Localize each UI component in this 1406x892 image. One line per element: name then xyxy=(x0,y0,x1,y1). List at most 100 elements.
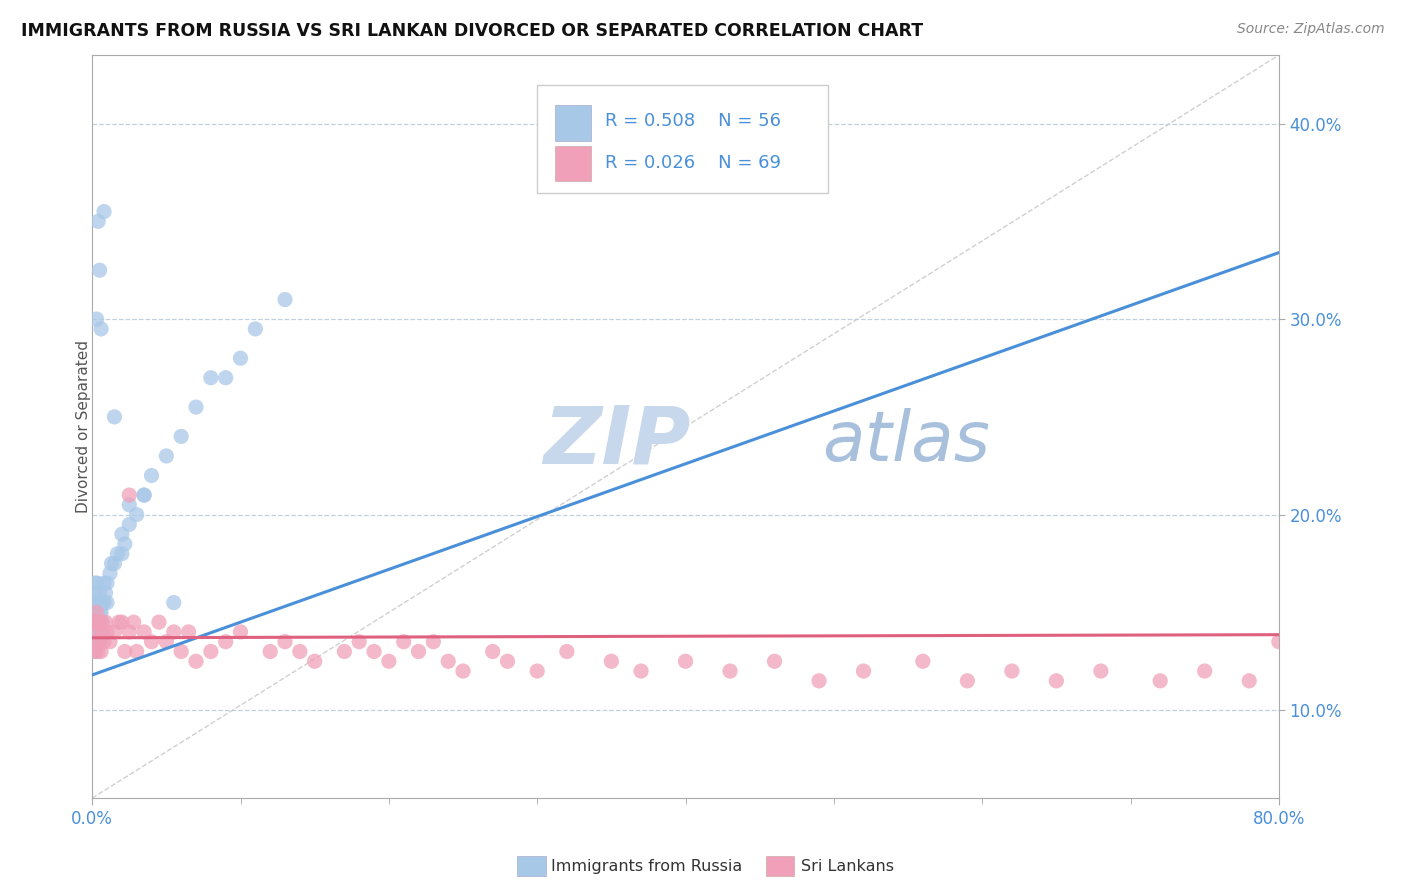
Text: ZIP: ZIP xyxy=(543,402,690,481)
Point xyxy=(93,634,115,648)
Point xyxy=(333,644,356,658)
Point xyxy=(96,624,118,639)
Point xyxy=(630,664,652,678)
Point xyxy=(288,644,311,658)
Point xyxy=(98,566,121,581)
Point xyxy=(86,596,108,610)
Text: Sri Lankans: Sri Lankans xyxy=(801,859,894,873)
Point xyxy=(155,634,177,648)
Point xyxy=(245,322,267,336)
Point xyxy=(170,429,193,443)
Text: R = 0.026    N = 69: R = 0.026 N = 69 xyxy=(605,154,780,172)
Point xyxy=(163,596,186,610)
Point xyxy=(392,634,415,648)
Point xyxy=(103,409,125,424)
Point xyxy=(132,488,155,502)
Point xyxy=(1045,673,1067,688)
Point xyxy=(103,624,125,639)
Point xyxy=(1149,673,1171,688)
Point xyxy=(304,654,326,668)
Point xyxy=(141,468,163,483)
Point xyxy=(274,293,297,307)
Point xyxy=(481,644,503,658)
Point xyxy=(87,615,110,629)
Point xyxy=(83,644,105,658)
Point xyxy=(86,606,108,620)
Point xyxy=(89,263,111,277)
Point xyxy=(93,596,115,610)
Point xyxy=(105,547,128,561)
Point xyxy=(718,664,741,678)
Point xyxy=(229,624,252,639)
Point xyxy=(155,449,177,463)
Point xyxy=(1194,664,1216,678)
Point xyxy=(93,576,115,591)
Point xyxy=(83,596,105,610)
Point xyxy=(89,586,111,600)
Point xyxy=(763,654,786,668)
Text: R = 0.508    N = 56: R = 0.508 N = 56 xyxy=(605,112,780,130)
Point xyxy=(86,615,108,629)
Point xyxy=(84,644,107,658)
Point xyxy=(451,664,474,678)
Point xyxy=(496,654,519,668)
Point xyxy=(84,644,107,658)
Text: Source: ZipAtlas.com: Source: ZipAtlas.com xyxy=(1237,22,1385,37)
Point xyxy=(215,370,238,384)
Point xyxy=(675,654,697,668)
Point xyxy=(177,624,200,639)
Point xyxy=(90,615,112,629)
Point xyxy=(555,644,578,658)
Point xyxy=(83,615,105,629)
Point xyxy=(84,624,107,639)
Point xyxy=(132,488,155,502)
Point xyxy=(274,634,297,648)
Point xyxy=(84,586,107,600)
Point xyxy=(87,634,110,648)
FancyBboxPatch shape xyxy=(555,145,591,181)
Point xyxy=(141,634,163,648)
Point xyxy=(1268,634,1291,648)
Point xyxy=(808,673,831,688)
Point xyxy=(111,527,134,541)
Point xyxy=(852,664,875,678)
Point xyxy=(125,508,148,522)
Point xyxy=(378,654,401,668)
Point xyxy=(90,322,112,336)
Text: Immigrants from Russia: Immigrants from Russia xyxy=(551,859,742,873)
Y-axis label: Divorced or Separated: Divorced or Separated xyxy=(76,340,91,513)
Point xyxy=(114,644,136,658)
Text: IMMIGRANTS FROM RUSSIA VS SRI LANKAN DIVORCED OR SEPARATED CORRELATION CHART: IMMIGRANTS FROM RUSSIA VS SRI LANKAN DIV… xyxy=(21,22,924,40)
Point xyxy=(347,634,370,648)
Point xyxy=(103,557,125,571)
Point xyxy=(125,644,148,658)
Point xyxy=(84,615,107,629)
Point xyxy=(87,644,110,658)
Point xyxy=(1001,664,1024,678)
Point xyxy=(118,624,141,639)
Point xyxy=(89,634,111,648)
Point xyxy=(111,547,134,561)
Point xyxy=(108,615,131,629)
Point xyxy=(87,214,110,228)
Point xyxy=(215,634,238,648)
Point xyxy=(86,576,108,591)
Point xyxy=(148,615,170,629)
FancyBboxPatch shape xyxy=(537,85,828,193)
Point xyxy=(408,644,430,658)
Point xyxy=(94,615,117,629)
Point xyxy=(118,488,141,502)
Point xyxy=(184,654,207,668)
Point xyxy=(86,634,108,648)
Point xyxy=(83,615,105,629)
Point xyxy=(83,624,105,639)
Point xyxy=(96,596,118,610)
Point xyxy=(956,673,979,688)
Point xyxy=(259,644,281,658)
Point xyxy=(91,615,114,629)
Point xyxy=(96,576,118,591)
Point xyxy=(229,351,252,366)
Point xyxy=(90,624,112,639)
Point xyxy=(911,654,934,668)
Point xyxy=(122,615,145,629)
